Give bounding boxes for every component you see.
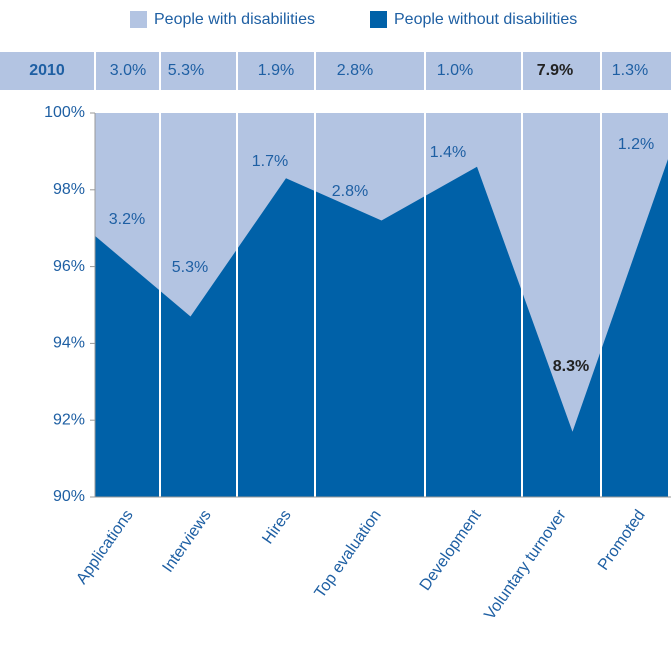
y-tick-label: 90%: [53, 488, 85, 505]
x-tick-label: Applications: [73, 507, 136, 587]
x-tick-label: Development: [417, 507, 485, 594]
y-tick-label: 98%: [53, 181, 85, 198]
x-tick-label: Hires: [259, 507, 294, 547]
table-label: 2010: [29, 62, 65, 79]
y-tick-label: 92%: [53, 411, 85, 428]
data-label: 1.2%: [618, 136, 654, 153]
legend-label: People without disabilities: [394, 11, 577, 28]
table-row: [0, 52, 671, 90]
table-value: 1.3%: [612, 62, 648, 79]
y-tick-label: 94%: [53, 335, 85, 352]
data-label: 1.4%: [430, 144, 466, 161]
table-value: 5.3%: [168, 62, 204, 79]
table-value: 3.0%: [110, 62, 146, 79]
area: [95, 159, 668, 497]
y-tick-label: 96%: [53, 258, 85, 275]
legend-label: People with disabilities: [154, 11, 315, 28]
table-value: 2.8%: [337, 62, 373, 79]
x-tick-label: Interviews: [159, 507, 214, 576]
data-label: 8.3%: [553, 358, 589, 375]
legend-swatch: [370, 11, 387, 28]
data-label: 2.8%: [332, 183, 368, 200]
data-label: 1.7%: [252, 153, 288, 170]
x-tick-label: Voluntary turnover: [481, 506, 570, 623]
legend-swatch: [130, 11, 147, 28]
data-label: 3.2%: [109, 211, 145, 228]
data-label: 5.3%: [172, 259, 208, 276]
x-tick-label: Top evaluation: [312, 507, 385, 601]
table-value: 1.9%: [258, 62, 294, 79]
y-tick-label: 100%: [44, 104, 85, 121]
table-value: 1.0%: [437, 62, 473, 79]
x-tick-label: Promoted: [595, 507, 649, 574]
table-value: 7.9%: [537, 62, 573, 79]
